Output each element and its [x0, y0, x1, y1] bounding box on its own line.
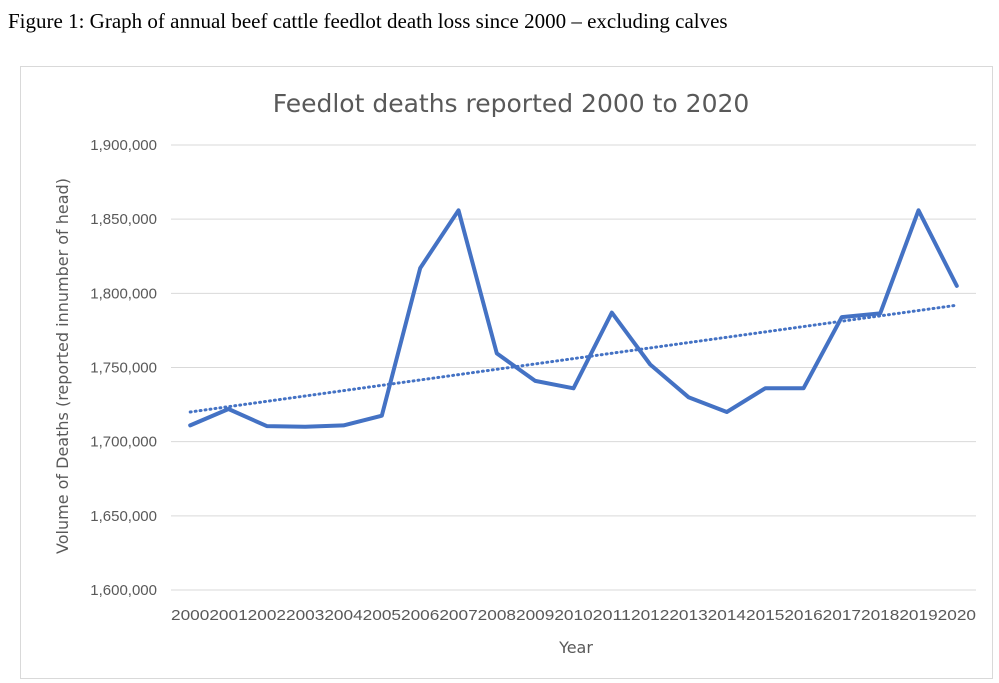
x-tick-label: 2004	[324, 607, 362, 624]
x-axis-label: Year	[558, 638, 593, 657]
x-tick-label: 2011	[593, 607, 631, 624]
chart-frame: 1,600,000 1,650,000 1,700,000 1,750,000 1,80…	[20, 66, 993, 679]
x-tick-label: 2003	[286, 607, 324, 624]
y-axis-label: Volume of Deaths (reported innumber of h…	[53, 178, 72, 554]
x-tick-label: 2012	[631, 607, 669, 624]
x-tick-label: 2000	[171, 607, 209, 624]
x-tick-label: 2001	[209, 607, 247, 624]
figure-caption: Figure 1: Graph of annual beef cattle fe…	[8, 9, 728, 33]
y-tick-label: 1,600,000	[90, 582, 157, 599]
x-tick-label: 2007	[439, 607, 477, 624]
y-tick-label: 1,900,000	[90, 137, 157, 154]
x-tick-label: 2002	[248, 607, 286, 624]
x-tick-label: 2010	[554, 607, 592, 624]
x-tick-label: 2016	[784, 607, 822, 624]
y-tick-label: 1,750,000	[90, 360, 157, 377]
y-tick-label: 1,850,000	[90, 211, 157, 228]
x-tick-label: 2020	[938, 607, 976, 624]
y-tick-label: 1,800,000	[90, 285, 157, 302]
chart-title: Feedlot deaths reported 2000 to 2020	[273, 89, 750, 118]
x-tick-labels: 2000 2001 2002 2003 2004 2005 2006 2007 2008 2009…	[171, 607, 976, 624]
gridlines	[171, 144, 976, 591]
x-tick-label: 2014	[708, 607, 746, 624]
x-tick-label: 2009	[516, 607, 554, 624]
y-tick-label: 1,700,000	[90, 434, 157, 451]
x-tick-label: 2019	[899, 607, 937, 624]
x-tick-label: 2008	[478, 607, 516, 624]
x-tick-label: 2013	[669, 607, 707, 624]
x-tick-label: 2005	[363, 607, 401, 624]
trendline	[188, 303, 959, 414]
series-line	[188, 208, 959, 429]
x-tick-label: 2018	[861, 607, 899, 624]
x-tick-label: 2006	[401, 607, 439, 624]
y-tick-label: 1,650,000	[90, 508, 157, 525]
x-tick-label: 2017	[823, 607, 861, 624]
x-tick-label: 2015	[746, 607, 784, 624]
y-tick-labels: 1,600,000 1,650,000 1,700,000 1,750,000 1,80…	[90, 137, 157, 599]
line-chart: 1,600,000 1,650,000 1,700,000 1,750,000 1,80…	[53, 89, 976, 657]
